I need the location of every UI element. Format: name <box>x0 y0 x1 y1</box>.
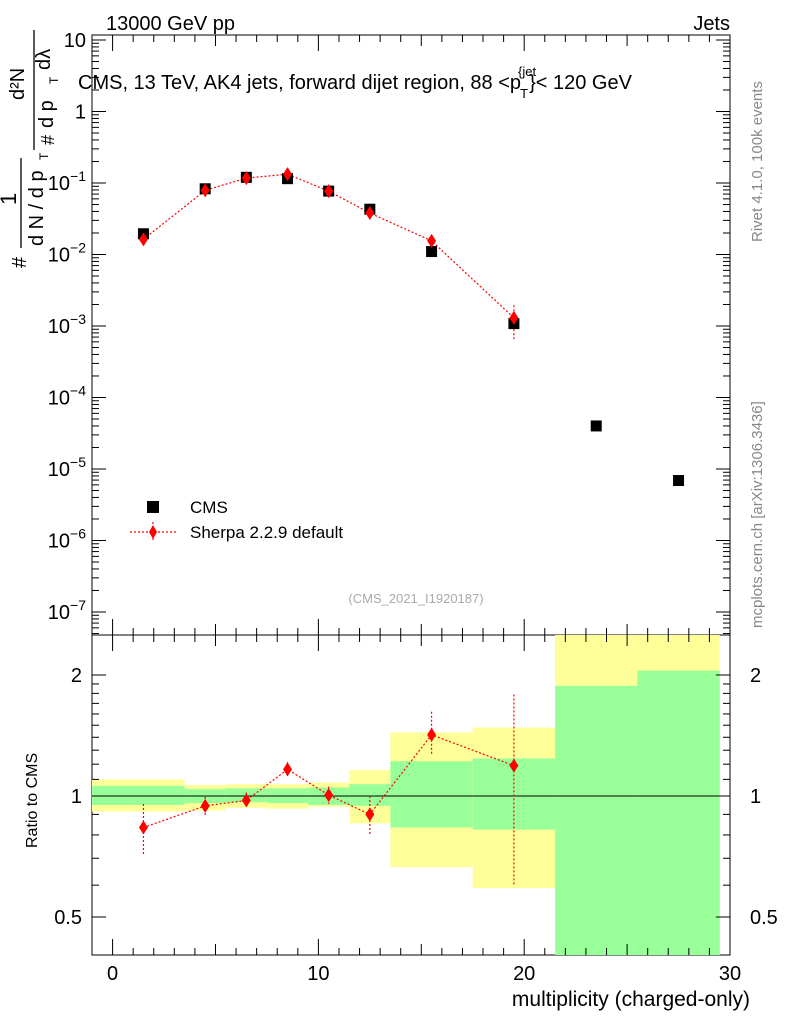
sherpa-point <box>241 171 251 186</box>
plot-title-tail: }< 120 GeV <box>529 72 633 94</box>
main-y-tick-label-exp: −5 <box>70 454 86 470</box>
mcplots-label: mcplots.cern.ch [arXiv:1306.3436] <box>749 401 766 628</box>
ratio-y-tick-label-right: 2 <box>750 665 761 687</box>
main-y-tick-label-base: 10 <box>48 173 70 195</box>
header-left: 13000 GeV pp <box>106 13 235 35</box>
main-y-tick-label-exp: −6 <box>70 526 86 542</box>
sherpa-ratio-point <box>509 758 519 773</box>
sherpa-point <box>138 232 148 247</box>
main-y-tick-label: 10−6 <box>48 526 86 553</box>
sherpa-ratio-point <box>200 798 210 813</box>
sherpa-point <box>365 206 375 221</box>
legend-sherpa-marker <box>149 525 157 539</box>
x-tick-label: 20 <box>513 963 535 985</box>
main-y-tick-label: 10 <box>64 30 86 52</box>
main-y-tick-label-exp: −2 <box>70 240 86 256</box>
sherpa-ratio-point <box>138 820 148 835</box>
main-y-tick-label: 10−1 <box>48 168 86 195</box>
stat-uncertainty-band-8 <box>555 685 638 955</box>
sherpa-ratio-point <box>283 762 293 777</box>
y-label-T-1: T <box>37 152 51 160</box>
ratio-bands <box>92 635 720 955</box>
main-series <box>137 167 685 487</box>
ratio-y-tick-label-left: 1 <box>71 786 82 808</box>
ratio-y-tick-label-right: 1 <box>750 786 761 808</box>
main-panel-frame <box>91 34 731 636</box>
main-y-tick-label-exp: −1 <box>70 168 86 184</box>
main-y-tick-label-exp: −4 <box>70 383 86 399</box>
stat-uncertainty-band-0 <box>92 785 185 805</box>
main-y-axis-label: # 1 d N / d p T # d²N d p T dλ <box>0 30 61 268</box>
sherpa-point <box>324 184 334 199</box>
main-y-tick-label-base: 10 <box>48 388 70 410</box>
stat-uncertainty-band-9 <box>637 670 720 955</box>
sherpa-point <box>283 167 293 182</box>
analysis-id: (CMS_2021_I1920187) <box>348 591 483 606</box>
sherpa-point <box>427 233 437 248</box>
y-label-dlambda: dλ <box>33 49 55 70</box>
main-y-tick-label-base: 10 <box>48 245 70 267</box>
x-tick-label: 30 <box>719 963 741 985</box>
main-y-tick-label-base: 10 <box>48 531 70 553</box>
y-label-hash-1: # <box>9 256 31 268</box>
plot-title: CMS, 13 TeV, AK4 jets, forward dijet reg… <box>78 64 633 101</box>
x-ticks: 0 10 20 30 <box>91 35 741 985</box>
stat-uncertainty-band-6 <box>390 761 473 828</box>
y-label-dpT: d p <box>36 100 58 128</box>
main-y-tick-label-base: 10 <box>48 316 70 338</box>
header-right: Jets <box>693 13 730 35</box>
plot-title-sup: {jet <box>518 64 536 79</box>
main-y-tick-label-exp: −3 <box>70 311 86 327</box>
main-y-tick-label: 10−5 <box>48 454 86 481</box>
ratio-series <box>138 694 519 886</box>
legend: CMS Sherpa 2.2.9 default <box>130 498 343 542</box>
y-label-one: 1 <box>0 193 21 205</box>
sherpa-ratio-point <box>324 788 334 803</box>
legend-sherpa-label: Sherpa 2.2.9 default <box>190 523 343 542</box>
sherpa-point <box>200 183 210 198</box>
rivet-label: Rivet 4.1.0, 100k events <box>749 81 766 242</box>
cms-point <box>590 420 602 432</box>
y-label-T-2: T <box>47 76 61 84</box>
y-label-hash-2: # <box>38 135 58 145</box>
x-tick-label: 0 <box>107 963 118 985</box>
legend-cms-label: CMS <box>190 498 228 517</box>
sherpa-ratio-point <box>365 807 375 822</box>
main-y-tick-label: 10−7 <box>48 597 86 624</box>
cms-point <box>426 246 438 258</box>
ratio-y-tick-label-right: 0.5 <box>750 907 778 929</box>
y-label-dN-dpT: d N / d p <box>26 170 48 246</box>
x-axis-label: multiplicity (charged-only) <box>512 988 750 1011</box>
ratio-y-tick-label-left: 2 <box>71 665 82 687</box>
main-y-tick-label: 10−3 <box>48 311 86 338</box>
ratio-y-axis-label: Ratio to CMS <box>24 753 41 848</box>
main-y-tick-label-base: 10 <box>48 459 70 481</box>
plot-title-sub: T <box>520 86 528 101</box>
main-y-tick-label-exp: −7 <box>70 597 86 613</box>
sherpa-ratio-line <box>143 734 515 829</box>
sherpa-line <box>143 173 515 319</box>
main-y-tick-label: 10−2 <box>48 240 86 267</box>
main-y-tick-label: 1 <box>75 102 86 124</box>
main-y-tick-label: 10−4 <box>48 383 86 410</box>
sherpa-point <box>509 310 519 325</box>
ratio-y-tick-label-left: 0.5 <box>54 907 82 929</box>
main-y-tick-label-base: 10 <box>48 602 70 624</box>
legend-cms-marker <box>147 501 159 513</box>
x-tick-label: 10 <box>307 963 329 985</box>
plot-title-main: CMS, 13 TeV, AK4 jets, forward dijet reg… <box>78 72 521 94</box>
cms-point <box>673 475 685 487</box>
sherpa-ratio-point <box>241 793 251 808</box>
y-label-d2N: d²N <box>7 68 29 100</box>
sherpa-ratio-point <box>427 727 437 742</box>
